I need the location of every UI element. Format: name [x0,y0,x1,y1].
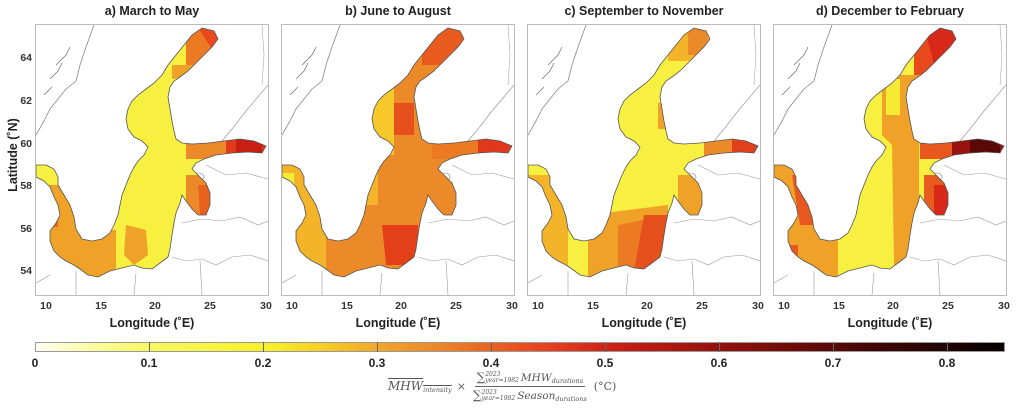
x-tick-20: 20 [149,300,161,312]
colorbar-label-0-8: 0.8 [938,356,956,370]
colorbar-label-0-1: 0.1 [140,356,158,370]
colorbar [35,342,1005,352]
colorbar-tick [263,342,264,352]
formula-intensity: MHWintensity [388,379,452,394]
colorbar-formula: MHWintensity × ∑ 2023 year=1982 MHWduration… [388,370,616,403]
baltic-map-a [36,25,268,295]
x-tick-10-d: 10 [778,300,790,312]
x-tick-10-c: 10 [532,300,544,312]
formula-times: × [456,380,466,393]
x-tick-20-d: 20 [887,300,899,312]
x-tick-30-c: 30 [752,300,764,312]
map-panel-c [527,24,761,296]
y-tick-60: 60 [20,138,32,150]
formula-fraction: ∑ 2023 year=1982 MHWdurations ∑ 2023 year=198… [472,370,587,403]
baltic-map-d [774,25,1006,295]
x-tick-25-d: 25 [942,300,954,312]
colorbar-tick [719,342,720,352]
y-tick-54: 54 [20,265,32,277]
x-tick-15-d: 15 [833,300,845,312]
x-tick-15-c: 15 [587,300,599,312]
colorbar-tick [947,342,948,352]
x-tick-25-b: 25 [450,300,462,312]
baltic-map-b [282,25,514,295]
baltic-map-c [528,25,760,295]
map-panel-a [35,24,269,296]
colorbar-tick [491,342,492,352]
x-tick-25: 25 [204,300,216,312]
panel-a-title: a) March to May [104,4,200,18]
x-tick-15: 15 [95,300,107,312]
x-axis-label-d: Longitude (˚E) [847,316,933,330]
panel-c-title: c) September to November [564,4,724,18]
x-axis-label-b: Longitude (˚E) [355,316,441,330]
x-tick-20-b: 20 [395,300,407,312]
colorbar-label-0: 0 [31,356,39,370]
x-tick-10-b: 10 [286,300,298,312]
x-axis-label-a: Longitude (˚E) [109,316,195,330]
colorbar-label-0-2: 0.2 [254,356,272,370]
x-tick-10: 10 [40,300,52,312]
x-axis-label-c: Longitude (˚E) [601,316,687,330]
x-tick-30: 30 [260,300,272,312]
map-panel-d [773,24,1007,296]
map-panel-b [281,24,515,296]
x-tick-20-c: 20 [641,300,653,312]
colorbar-label-0-5: 0.5 [596,356,614,370]
y-axis-label: Latitude (˚N) [6,118,20,192]
colorbar-tick [149,342,150,352]
x-tick-25-c: 25 [696,300,708,312]
y-tick-56: 56 [20,223,32,235]
colorbar-tick [377,342,378,352]
y-tick-64: 64 [20,52,32,64]
x-tick-15-b: 15 [341,300,353,312]
panel-b-title: b) June to August [345,4,451,18]
colorbar-tick [605,342,606,352]
x-tick-30-b: 30 [506,300,518,312]
formula-unit: (°C) [593,380,617,393]
x-tick-30-d: 30 [998,300,1010,312]
y-tick-58: 58 [20,180,32,192]
colorbar-label-0-3: 0.3 [368,356,386,370]
panel-d-title: d) December to February [816,4,964,18]
colorbar-label-0-6: 0.6 [710,356,728,370]
colorbar-label-0-7: 0.7 [824,356,842,370]
y-tick-62: 62 [20,95,32,107]
colorbar-label-0-4: 0.4 [482,356,500,370]
colorbar-tick [833,342,834,352]
